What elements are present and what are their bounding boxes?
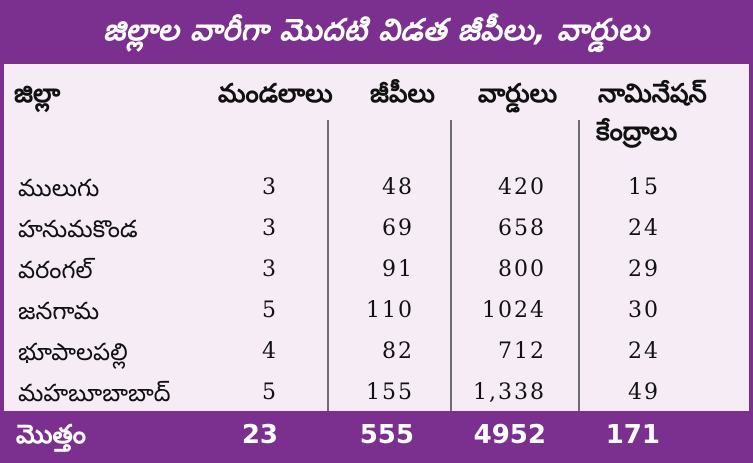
column-divider [450,120,452,416]
header-nomination-line1: నామినేషన్ [598,79,707,109]
mandals-value: 3 [262,257,278,282]
wards-value: 420 [498,175,546,200]
mandals-value: 5 [262,298,278,323]
header-nomination-line2: కేంద్రాలు [596,117,678,147]
centers-value: 49 [628,380,660,405]
column-divider [327,120,329,416]
title-bar: జిల్లాల వారీగా మొదటి విడత జీపీలు, వార్డు… [4,4,749,64]
column-divider [578,120,580,416]
centers-value: 24 [628,339,660,364]
table-row: జనగామ 5 110 1024 30 [4,291,749,331]
district-name: ములుగు [18,174,100,202]
total-wards: 4952 [473,420,546,450]
district-name: మహబూబాబాద్ [18,379,171,407]
gps-value: 110 [366,298,414,323]
table-row: హనుమకొండ 3 69 658 24 [4,209,749,249]
header-mandals: మండలాలు [218,79,333,109]
gps-value: 82 [382,339,414,364]
district-name: హనుమకొండ [18,215,138,243]
table-row: భూపాలపల్లి 4 82 712 24 [4,332,749,372]
total-row: మొత్తం 23 555 4952 171 [4,411,749,459]
district-name: వరంగల్ [18,256,93,284]
centers-value: 24 [628,216,660,241]
mandals-value: 5 [262,380,278,405]
total-gps: 555 [359,420,414,450]
district-name: జనగామ [18,297,100,325]
wards-value: 712 [498,339,546,364]
header-district: జిల్లా [14,79,61,109]
header-gps: జీపీలు [370,79,435,109]
gps-value: 48 [382,175,414,200]
gps-value: 155 [366,380,414,405]
centers-value: 29 [628,257,660,282]
wards-value: 1,338 [473,380,546,405]
wards-value: 658 [498,216,546,241]
table-row: వరంగల్ 3 91 800 29 [4,250,749,290]
table-row: మహబూబాబాద్ 5 155 1,338 49 [4,373,749,413]
total-label: మొత్తం [16,420,86,450]
wards-value: 1024 [482,298,546,323]
header-wards: వార్డులు [478,79,558,109]
table-title: జిల్లాల వారీగా మొదటి విడత జీపీలు, వార్డు… [103,13,650,48]
mandals-value: 3 [262,216,278,241]
total-mandals: 23 [241,420,278,450]
gps-value: 69 [382,216,414,241]
total-centers: 171 [605,420,660,450]
wards-value: 800 [498,257,546,282]
centers-value: 15 [628,175,660,200]
gps-value: 91 [382,257,414,282]
table-row: ములుగు 3 48 420 15 [4,168,749,208]
centers-value: 30 [628,298,660,323]
district-name: భూపాలపల్లి [18,338,128,366]
mandals-value: 3 [262,175,278,200]
mandals-value: 4 [262,339,278,364]
